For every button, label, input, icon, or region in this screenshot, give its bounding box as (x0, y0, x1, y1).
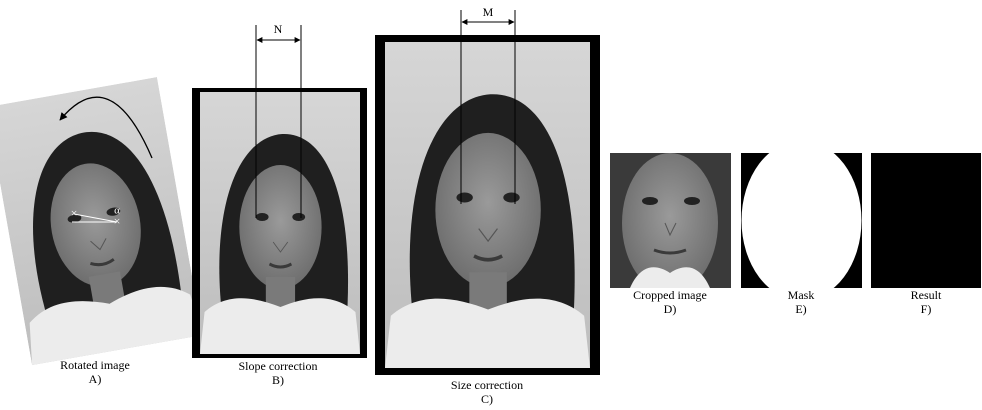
eye-marker: × (71, 206, 78, 220)
panel-caption: Rotated image (60, 358, 130, 372)
panel-caption: Size correction (451, 378, 523, 392)
panel-caption: Slope correction (239, 359, 318, 373)
panel-letter: A) (89, 372, 102, 386)
dimension-label: N (274, 22, 283, 36)
angle-label: α (114, 205, 120, 217)
dimension-label: M (483, 5, 494, 19)
panel-letter: F) (921, 302, 932, 316)
panel-letter: E) (795, 302, 806, 316)
rotation-arrow (59, 96, 153, 159)
panel-caption: Cropped image (633, 288, 707, 302)
panel-caption: Result (911, 288, 942, 302)
cropped-photo (610, 153, 731, 288)
size-photo (385, 42, 590, 368)
panel-letter: C) (481, 392, 493, 406)
mask-ellipse (741, 140, 862, 301)
panel-letter: B) (272, 373, 284, 387)
panel-letter: D) (664, 302, 677, 316)
rotated-photo (0, 77, 203, 366)
eye-marker: × (114, 214, 121, 228)
result-frame (871, 153, 981, 288)
eye-line (73, 213, 118, 223)
slope-photo (200, 92, 360, 354)
panel-caption: Mask (788, 288, 815, 302)
